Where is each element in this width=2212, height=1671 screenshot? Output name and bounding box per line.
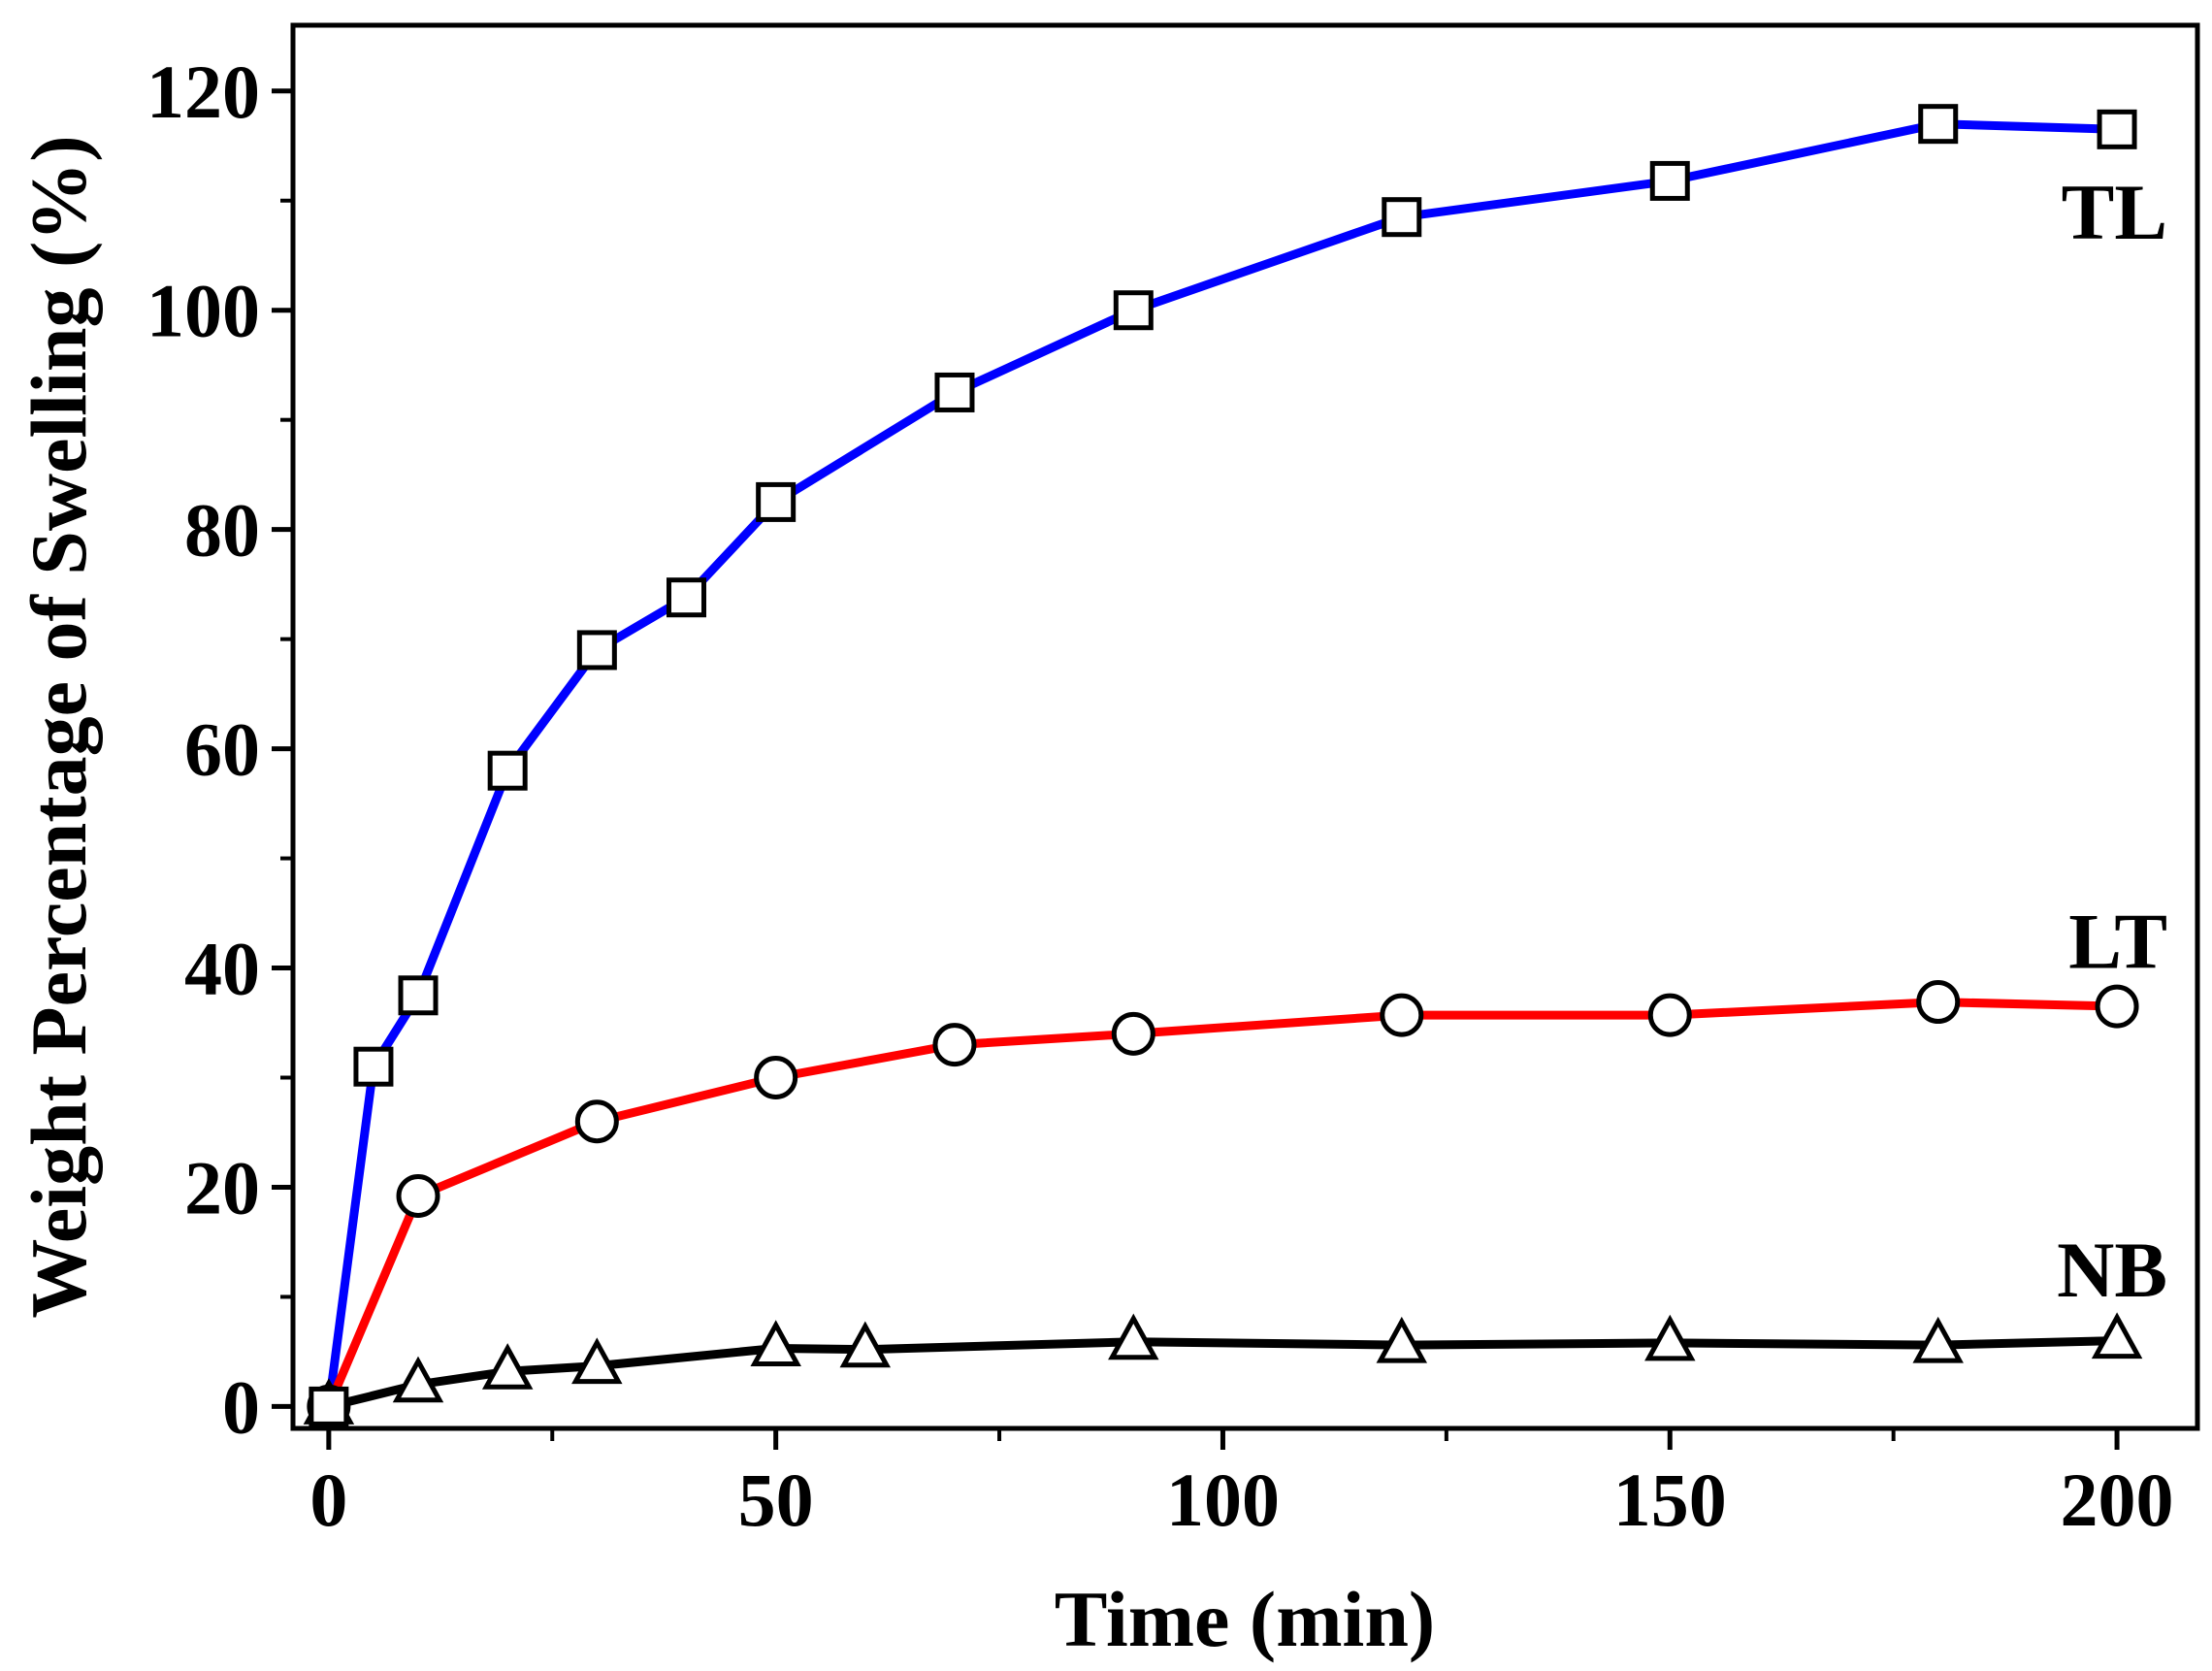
data-point-lt-5	[1111, 1011, 1155, 1056]
y-tick-label-0: 0	[222, 1364, 260, 1449]
plot-area-frame	[290, 22, 2200, 1431]
data-point-lt-3	[754, 1056, 798, 1099]
data-point-nb-9	[1912, 1316, 1964, 1363]
y-tick-label-60: 60	[184, 707, 260, 792]
data-point-tl-11	[1918, 104, 1959, 145]
data-point-tl-12	[2097, 109, 2137, 149]
data-point-tl-6	[756, 481, 797, 522]
data-point-nb-2	[481, 1343, 534, 1390]
x-tick-label-100: 100	[1166, 1458, 1280, 1542]
y-tick-label-100: 100	[146, 269, 260, 353]
x-tick-label-200: 200	[2061, 1458, 2174, 1542]
series-line-lt	[324, 998, 2122, 1411]
data-point-nb-5	[839, 1321, 892, 1368]
data-point-nb-10	[2091, 1312, 2143, 1360]
labels-layer: 0 50 100 150 200 0 20 40 60 80 100 120 TL LT NB	[146, 49, 2174, 1542]
y-tick-label-40: 40	[184, 927, 260, 1011]
x-tick-label-150: 150	[1613, 1458, 1727, 1542]
data-point-lt-8	[1916, 980, 1961, 1025]
markers-layer	[303, 104, 2143, 1428]
data-point-nb-1	[392, 1356, 444, 1403]
data-point-tl-9	[1382, 197, 1422, 238]
data-point-nb-6	[1108, 1313, 1159, 1360]
series-layer	[324, 119, 2122, 1411]
series-line-tl	[324, 119, 2122, 1411]
data-point-nb-4	[750, 1320, 801, 1366]
x-tick-label-0: 0	[309, 1458, 347, 1542]
data-point-tl-3	[487, 750, 528, 791]
y-tick-label-80: 80	[184, 488, 260, 573]
y-tick-label-20: 20	[184, 1145, 260, 1229]
series-label-tl: TL	[2062, 168, 2167, 256]
y-tick-label-120: 120	[146, 49, 260, 134]
data-point-lt-7	[1647, 993, 1692, 1037]
data-point-lt-4	[932, 1023, 977, 1067]
x-tick-label-50: 50	[738, 1458, 814, 1542]
data-point-tl-4	[576, 630, 617, 671]
x-axis-title: Time (min)	[1055, 1575, 1436, 1663]
data-point-tl-1	[353, 1046, 394, 1087]
data-point-tl-8	[1113, 290, 1154, 331]
data-point-lt-9	[2095, 984, 2139, 1029]
data-point-tl-2	[398, 975, 439, 1016]
data-point-lt-1	[396, 1174, 440, 1219]
data-point-nb-7	[1376, 1316, 1428, 1363]
data-point-tl-7	[934, 372, 975, 412]
data-point-tl-5	[667, 577, 707, 618]
ticks-layer	[272, 88, 2120, 1450]
series-label-lt: LT	[2068, 897, 2167, 985]
y-axis-title: Weight Percentage of Swelling (%)	[15, 135, 103, 1318]
series-label-nb: NB	[2057, 1226, 2167, 1314]
data-point-lt-2	[574, 1099, 619, 1144]
data-point-tl-0	[309, 1386, 349, 1426]
data-point-nb-8	[1644, 1314, 1696, 1361]
data-point-tl-10	[1649, 160, 1690, 201]
data-point-lt-6	[1380, 993, 1424, 1037]
data-point-nb-3	[571, 1337, 623, 1385]
